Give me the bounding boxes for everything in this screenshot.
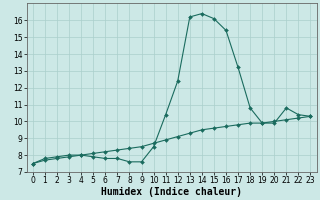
X-axis label: Humidex (Indice chaleur): Humidex (Indice chaleur): [101, 186, 242, 197]
